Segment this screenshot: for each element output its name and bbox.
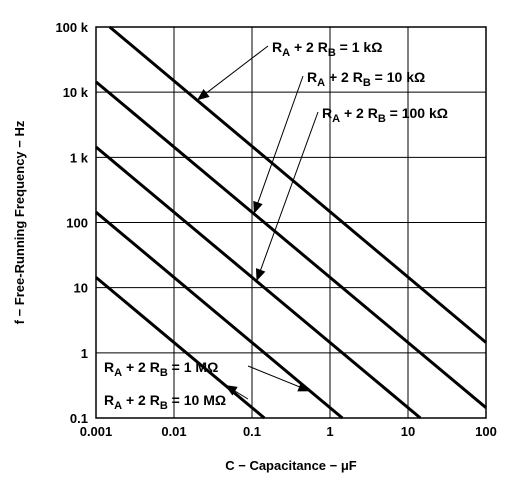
annotation-part: = 100 kΩ: [386, 105, 448, 121]
annotation-label: RA + 2 RB = 10 MΩ: [104, 392, 226, 412]
annotation-part: A: [114, 367, 122, 379]
series-line-5: [95, 276, 266, 420]
annotation-4: RA + 2 RB = 1 MΩ: [104, 359, 311, 392]
annotation-part: = 10 MΩ: [168, 392, 226, 408]
annotation-5: RA + 2 RB = 10 MΩ: [104, 384, 249, 412]
y-tick-label: 100 k: [55, 20, 88, 35]
y-axis-label: f − Free-Running Frequency − Hz: [12, 120, 27, 324]
y-tick-label: 10: [74, 281, 88, 296]
annotation-part: + 2 R: [325, 69, 363, 85]
y-tick-label: 100: [66, 216, 88, 231]
annotation-leader: [253, 75, 304, 214]
y-tick-label: 10 k: [63, 85, 89, 100]
series-line-2: [95, 80, 487, 409]
x-tick-label: 100: [475, 424, 497, 439]
series-line-1: [108, 25, 487, 344]
plot-frame: [95, 26, 487, 419]
annotation-part: + 2 R: [122, 359, 160, 375]
annotation-arrowhead: [197, 88, 210, 101]
annotation-part: R: [307, 69, 317, 85]
annotation-label: RA + 2 RB = 100 kΩ: [322, 105, 448, 125]
series-lines: [95, 25, 487, 420]
annotation-part: B: [160, 400, 168, 412]
annotation-part: A: [317, 77, 325, 89]
annotation-part: R: [104, 392, 114, 408]
annotation-3: RA + 2 RB = 100 kΩ: [255, 105, 448, 282]
annotation-label: RA + 2 RB = 1 kΩ: [272, 39, 382, 59]
annotation-arrowhead: [253, 200, 263, 214]
x-tick-label: 1: [326, 424, 333, 439]
annotation-part: B: [160, 367, 168, 379]
annotation-arrowhead: [224, 384, 238, 396]
x-axis-label: C − Capacitance − μF: [225, 458, 357, 473]
x-tick-label: 0.01: [161, 424, 186, 439]
annotation-part: + 2 R: [340, 105, 378, 121]
annotation-part: R: [104, 359, 114, 375]
series-line-3: [95, 145, 422, 420]
x-tick-labels: 0.001 0.01 0.1 1 10 100: [80, 424, 497, 439]
annotation-part: B: [378, 113, 386, 125]
annotation-part: + 2 R: [122, 392, 160, 408]
annotation-leader: [196, 45, 269, 101]
annotation-label: RA + 2 RB = 10 kΩ: [307, 69, 425, 89]
annotation-2: RA + 2 RB = 10 kΩ: [253, 69, 425, 214]
annotation-part: A: [114, 400, 122, 412]
annotation-arrowhead: [297, 382, 311, 392]
y-tick-labels: 0.1 1 10 100 1 k 10 k 100 k: [55, 20, 88, 426]
annotation-leader: [256, 111, 319, 282]
x-tick-label: 0.001: [80, 424, 113, 439]
y-tick-label: 1: [81, 346, 88, 361]
y-tick-label: 0.1: [70, 411, 88, 426]
annotation-part: R: [322, 105, 332, 121]
annotation-part: A: [332, 113, 340, 125]
annotation-part: A: [282, 47, 290, 59]
annotation-part: + 2 R: [290, 39, 328, 55]
annotation-part: = 1 kΩ: [336, 39, 383, 55]
annotation-part: R: [272, 39, 282, 55]
annotation-label: RA + 2 RB = 1 MΩ: [104, 359, 218, 379]
annotation-arrowhead: [255, 268, 266, 282]
annotation-part: = 1 MΩ: [168, 359, 219, 375]
x-tick-label: 10: [401, 424, 415, 439]
annotation-part: B: [363, 77, 371, 89]
y-tick-label: 1 k: [70, 150, 89, 165]
annotation-part: B: [328, 47, 336, 59]
x-tick-label: 0.1: [243, 424, 261, 439]
annotation-part: = 10 kΩ: [371, 69, 425, 85]
annotation-1: RA + 2 RB = 1 kΩ: [196, 39, 382, 101]
